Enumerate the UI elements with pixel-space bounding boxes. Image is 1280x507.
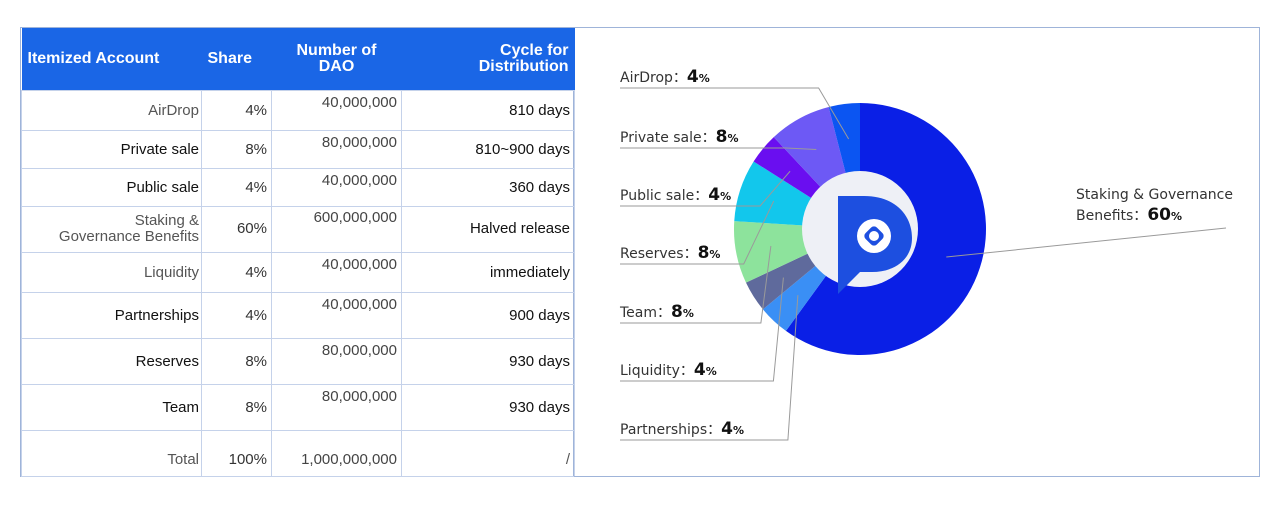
cell-share: 4% xyxy=(201,89,272,131)
cell-account: Total xyxy=(21,429,202,477)
dao-logo-icon xyxy=(838,196,912,294)
leader-lines xyxy=(620,87,1227,441)
cell-account: Staking & Governance Benefits xyxy=(21,205,202,253)
allocation-chart-panel: Staking & Governance Benefits：60% Partners… xyxy=(574,27,1260,477)
cell-number: 80,000,000 xyxy=(271,383,402,431)
cell-cycle: 810~900 days xyxy=(401,129,575,169)
cell-account-line1: Staking & xyxy=(134,212,199,229)
leader-line-reserves xyxy=(620,200,775,265)
cell-number: 40,000,000 xyxy=(271,251,402,293)
cell-account: Partnerships xyxy=(21,291,202,339)
leader-line-airdrop xyxy=(620,87,850,140)
cell-share: 8% xyxy=(201,129,272,169)
header-share: Share xyxy=(201,28,272,90)
cell-share: 4% xyxy=(201,291,272,339)
cell-share: 8% xyxy=(201,383,272,431)
cell-cycle: 900 days xyxy=(401,291,575,339)
cell-number: 40,000,000 xyxy=(271,291,402,339)
cell-account: AirDrop xyxy=(21,89,202,131)
cell-cycle: Halved release xyxy=(401,205,575,253)
table-header-row: Itemized Account Share Number of DAO Cyc… xyxy=(21,28,575,90)
header-itemized-account: Itemized Account xyxy=(21,28,202,90)
table-row-total: Total 100% 1,000,000,000 / xyxy=(21,429,575,477)
slice-label-liquidity: Liquidity：4% xyxy=(620,360,717,380)
table-row: Reserves 8% 80,000,000 930 days xyxy=(21,337,575,385)
allocation-table-panel: Itemized Account Share Number of DAO Cyc… xyxy=(20,27,575,477)
table-row: AirDrop 4% 40,000,000 810 days xyxy=(21,89,575,131)
slice-label-public-sale: Public sale：4% xyxy=(620,185,731,205)
cell-account: Reserves xyxy=(21,337,202,385)
leader-line-public-sale xyxy=(620,170,791,207)
slice-label-staking-governance-benefits-line1: Staking & Governance xyxy=(1076,187,1233,203)
cell-account: Public sale xyxy=(21,167,202,207)
table-row: Team 8% 80,000,000 930 days xyxy=(21,383,575,431)
leader-line-partnerships xyxy=(620,295,799,441)
cell-cycle: immediately xyxy=(401,251,575,293)
cell-cycle: 810 days xyxy=(401,89,575,131)
cell-share: 60% xyxy=(201,205,272,253)
cell-account: Private sale xyxy=(21,129,202,169)
allocation-table: Itemized Account Share Number of DAO Cyc… xyxy=(21,28,575,477)
allocation-donut-chart: Staking & Governance Benefits：60% Partners… xyxy=(619,67,1233,441)
cell-cycle: 930 days xyxy=(401,337,575,385)
cell-number: 80,000,000 xyxy=(271,337,402,385)
slice-label-partnerships: Partnerships：4% xyxy=(620,419,744,439)
leader-line-liquidity xyxy=(620,277,784,382)
slice-label-reserves: Reserves：8% xyxy=(620,243,720,263)
table-row: Liquidity 4% 40,000,000 immediately xyxy=(21,251,575,293)
cell-number: 80,000,000 xyxy=(271,129,402,169)
table-row: Staking & Governance Benefits 60% 600,00… xyxy=(21,205,575,253)
cell-cycle: / xyxy=(401,429,575,477)
cell-cycle: 930 days xyxy=(401,383,575,431)
header-number-line1: Number of xyxy=(296,41,377,59)
table-row: Private sale 8% 80,000,000 810~900 days xyxy=(21,129,575,169)
leader-line-team xyxy=(620,245,772,324)
header-number-line2: DAO xyxy=(318,57,355,75)
table-row: Public sale 4% 40,000,000 360 days xyxy=(21,167,575,207)
cell-number: 600,000,000 xyxy=(271,205,402,253)
cell-account-line2: Governance Benefits xyxy=(58,228,199,245)
header-cycle-line1: Cycle for xyxy=(500,41,569,59)
header-cycle-for-distribution: Cycle for Distribution xyxy=(401,28,575,90)
leader-line-private-sale xyxy=(620,147,817,151)
cell-number: 1,000,000,000 xyxy=(271,429,402,477)
table-row: Partnerships 4% 40,000,000 900 days xyxy=(21,291,575,339)
header-number-of-dao: Number of DAO xyxy=(271,28,402,90)
cell-cycle: 360 days xyxy=(401,167,575,207)
slice-label-staking-governance-benefits: Benefits：60% xyxy=(1076,205,1182,225)
slice-label-team: Team：8% xyxy=(619,302,694,322)
cell-share: 8% xyxy=(201,337,272,385)
cell-account: Team xyxy=(21,383,202,431)
cell-share: 100% xyxy=(201,429,272,477)
header-cycle-line2: Distribution xyxy=(478,57,569,75)
cell-share: 4% xyxy=(201,251,272,293)
slice-labels: Staking & Governance Benefits：60% Partners… xyxy=(619,67,1233,439)
slice-label-private-sale: Private sale：8% xyxy=(620,127,739,147)
cell-account: Liquidity xyxy=(21,251,202,293)
slice-label-airdrop: AirDrop：4% xyxy=(620,67,710,87)
cell-share: 4% xyxy=(201,167,272,207)
leader-line-staking-governance-benefits xyxy=(946,227,1227,258)
cell-number: 40,000,000 xyxy=(271,167,402,207)
cell-number: 40,000,000 xyxy=(271,89,402,131)
